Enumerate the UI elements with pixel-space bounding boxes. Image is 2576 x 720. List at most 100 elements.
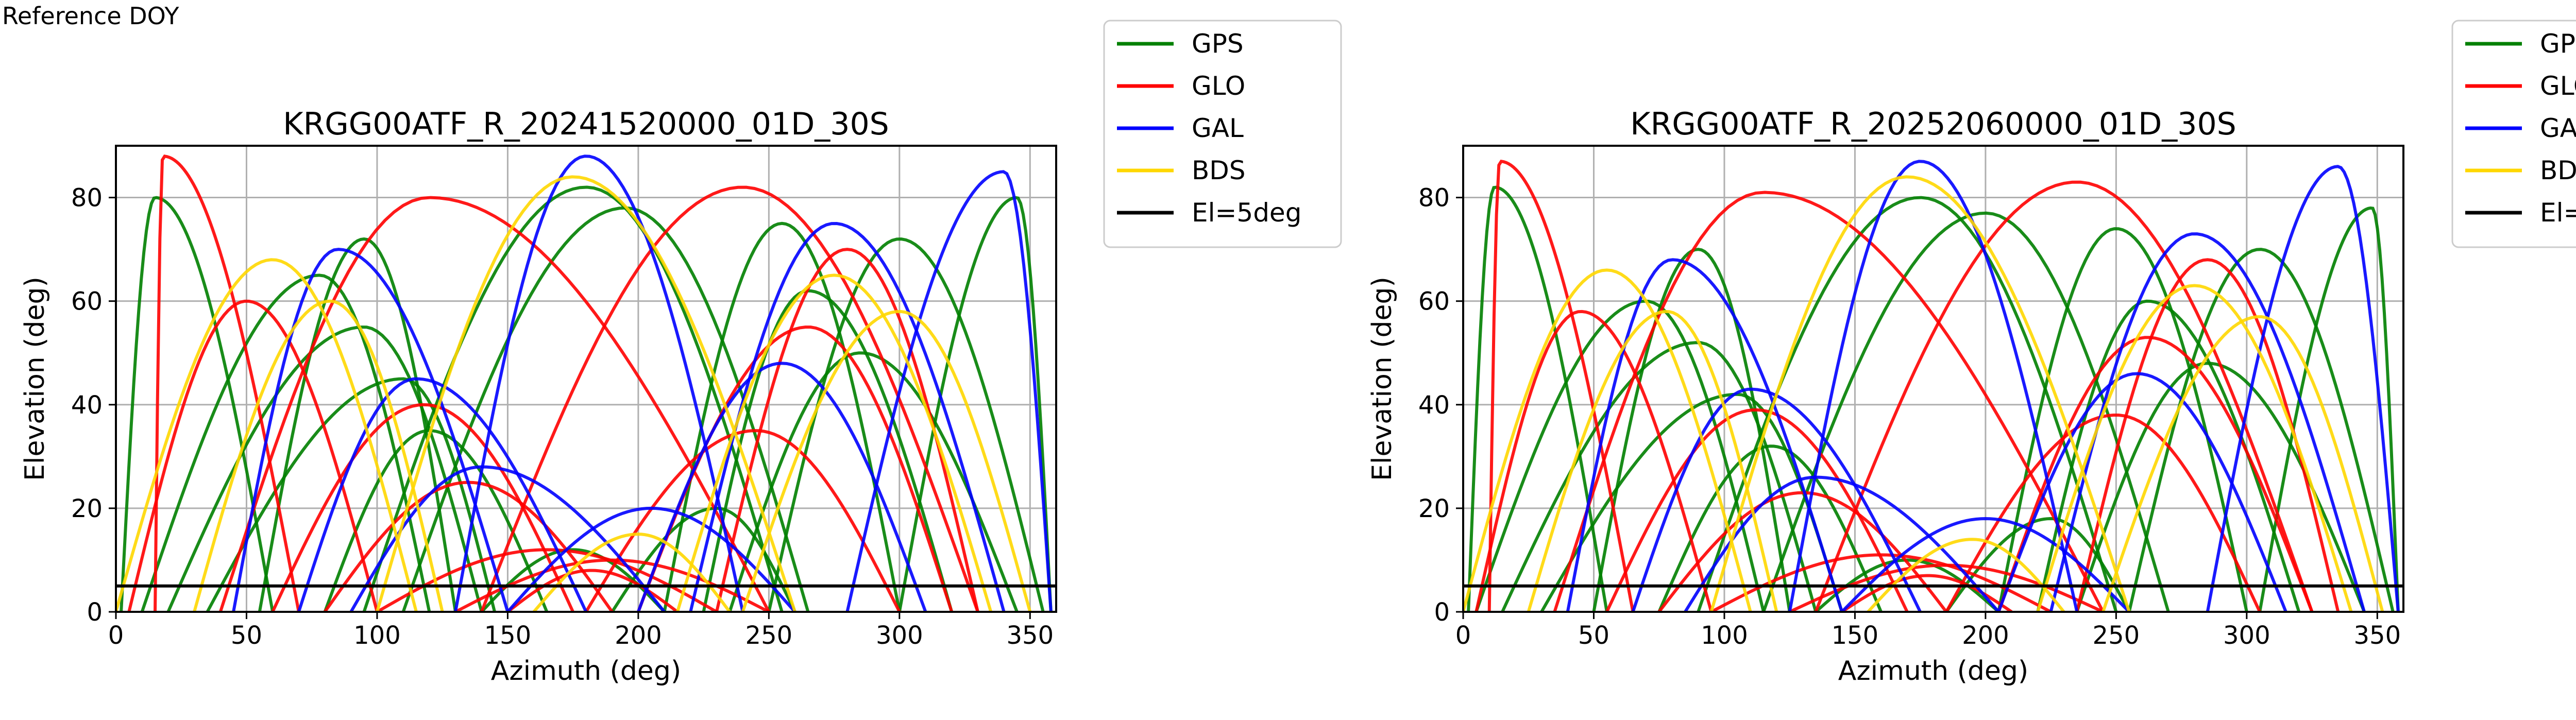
skyplot-panel-1: 0 50 100 150 200 250 300 350 0 20 40 60 80 KRGG00ATF_…: [20, 20, 1342, 687]
reference-doy-label: Reference DOY: [2, 2, 179, 30]
series-gal-arc: [637, 362, 927, 612]
series-bds-arc: [741, 310, 1032, 612]
plot-area: [116, 154, 1056, 612]
series-bds-arc: [1463, 268, 1752, 612]
series-bds-arc: [376, 175, 796, 612]
series-gps-arc: [611, 506, 796, 612]
series-gal-arc: [1684, 475, 2000, 612]
series-gal-arc: [689, 222, 1006, 612]
plot-area: [1463, 160, 2403, 612]
series-glo-arc: [480, 185, 979, 612]
legend-box: [2451, 20, 2576, 248]
legend: GPS GLO GAL BDS El=5deg: [1103, 20, 1342, 248]
series-gps-arc: [166, 325, 483, 612]
x-tick-label: 0: [1455, 621, 1471, 650]
series-gps-arc: [1697, 196, 2118, 612]
x-tick-label: 200: [1962, 621, 2009, 650]
series-gps-arc: [702, 289, 954, 612]
legend-label: BDS: [1192, 156, 1246, 185]
legend-label: El=5deg: [1192, 198, 1301, 228]
x-tick-label: 100: [353, 621, 401, 650]
series-glo-arc: [1487, 160, 1635, 612]
series-gps-arc: [2036, 299, 2301, 612]
series-gps-arc: [258, 237, 457, 612]
series-bds-arc: [532, 533, 731, 612]
series-glo-arc: [584, 429, 901, 612]
legend-label: BDS: [2540, 156, 2576, 185]
series-glo-arc: [154, 154, 300, 612]
chart-title: KRGG00ATF_R_20241520000_01D_30S: [283, 106, 889, 142]
series-gps-arc: [2258, 206, 2400, 612]
x-axis-label: Azimuth (deg): [491, 656, 681, 687]
x-tick-label: 100: [1701, 621, 1748, 650]
legend-box: [1103, 20, 1342, 248]
series-gal-arc: [1566, 258, 1843, 612]
series-gal-arc: [845, 170, 1053, 612]
series-gps-arc: [2127, 248, 2395, 612]
series-gal-arc: [506, 506, 796, 612]
series-gal-arc: [297, 377, 588, 612]
x-tick-label: 200: [615, 621, 662, 650]
legend-label: GAL: [1192, 113, 1244, 143]
series-gal-arc: [1788, 160, 2079, 612]
series-gps-arc: [663, 221, 901, 612]
y-tick-label: 80: [71, 184, 103, 213]
series-gps-arc: [1997, 227, 2248, 612]
x-tick-label: 50: [1578, 621, 1609, 650]
series-gal-arc: [454, 155, 744, 612]
series-glo-arc: [1657, 491, 1948, 612]
legend-label: GLO: [2540, 71, 2576, 101]
series-gps-arc: [1467, 185, 1608, 612]
series-gps-arc: [897, 196, 1053, 612]
legend-label: GPS: [2540, 29, 2576, 59]
x-tick-label: 150: [1832, 621, 1879, 650]
series-gal-arc: [1997, 372, 2287, 612]
y-tick-label: 0: [87, 598, 103, 627]
series-glo-arc: [1789, 563, 2104, 612]
series-bds-arc: [193, 299, 444, 612]
skyplot-panel-2: 0 50 100 150 200 250 300 350 0 20 40 60 80 KRGG00ATF_…: [1367, 20, 2576, 687]
series-glo-arc: [1553, 191, 2105, 612]
axes-frame: [1462, 145, 2404, 613]
y-tick-label: 60: [1418, 287, 1450, 316]
series-glo-arc: [218, 196, 771, 612]
x-tick-label: 250: [2093, 621, 2140, 650]
series-gps-arc: [323, 429, 549, 612]
y-tick-label: 20: [71, 494, 103, 523]
y-tick-label: 20: [1418, 494, 1450, 523]
x-axis-label: Azimuth (deg): [1838, 656, 2028, 687]
x-tick-label: 350: [1006, 621, 1054, 650]
x-tick-label: 250: [745, 621, 793, 650]
y-tick-label: 60: [71, 287, 103, 316]
series-gps-arc: [1475, 299, 1765, 612]
x-tick-label: 0: [108, 621, 124, 650]
series-gal-arc: [232, 248, 510, 612]
series-gps-arc: [120, 196, 275, 612]
x-tick-label: 300: [876, 621, 923, 650]
series-glo-arc: [1475, 310, 1713, 612]
series-gal-arc: [2206, 165, 2400, 612]
legend-label: El=5deg: [2540, 198, 2576, 228]
series-gps-arc: [140, 273, 431, 612]
chart-title: KRGG00ATF_R_20252060000_01D_30S: [1630, 106, 2236, 142]
legend-label: GLO: [1192, 71, 1245, 101]
y-axis-label: Elevation (deg): [20, 277, 50, 481]
series-bds-arc: [1867, 538, 2065, 612]
legend: GPS GLO GAL BDS El=5deg: [2451, 20, 2576, 248]
series-glo-arc: [1710, 553, 2052, 612]
series-gal-arc: [1840, 517, 2130, 612]
x-tick-label: 50: [231, 621, 262, 650]
series-gps-arc: [362, 185, 784, 612]
y-tick-label: 0: [1434, 598, 1450, 627]
y-tick-label: 80: [1418, 184, 1450, 213]
series-gps-arc: [1657, 444, 1883, 612]
y-tick-label: 40: [1418, 391, 1450, 420]
series-glo-arc: [1814, 180, 2314, 612]
legend-label: GPS: [1192, 29, 1244, 59]
series-gps-arc: [1945, 517, 2131, 612]
legend-label: GAL: [2540, 113, 2576, 143]
y-tick-label: 40: [71, 391, 103, 420]
x-tick-label: 300: [2223, 621, 2270, 650]
axes-frame: [115, 145, 1057, 613]
series-bds-arc: [2102, 315, 2384, 612]
